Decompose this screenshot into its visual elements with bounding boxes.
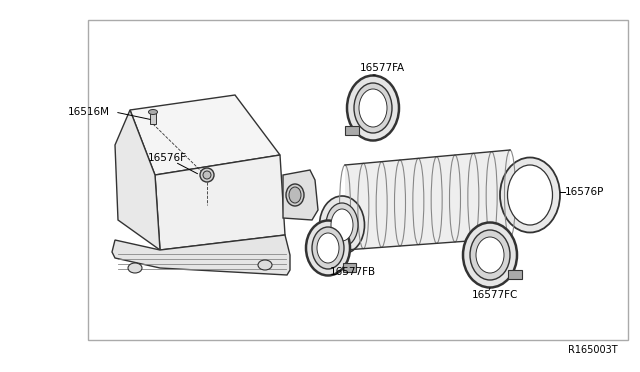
Ellipse shape bbox=[500, 157, 560, 232]
Ellipse shape bbox=[306, 221, 350, 276]
Ellipse shape bbox=[476, 237, 504, 273]
Ellipse shape bbox=[347, 76, 399, 141]
Ellipse shape bbox=[286, 184, 304, 206]
Ellipse shape bbox=[312, 227, 344, 269]
Ellipse shape bbox=[470, 230, 510, 280]
Ellipse shape bbox=[148, 109, 157, 115]
Text: 16576P: 16576P bbox=[565, 187, 604, 197]
Bar bbox=[345, 126, 359, 135]
Bar bbox=[88, 20, 628, 340]
Ellipse shape bbox=[128, 263, 142, 273]
Polygon shape bbox=[345, 150, 510, 250]
Ellipse shape bbox=[289, 187, 301, 203]
Ellipse shape bbox=[354, 83, 392, 133]
Text: 16577FC: 16577FC bbox=[472, 290, 518, 300]
Bar bbox=[343, 263, 356, 272]
Text: 16577FA: 16577FA bbox=[360, 63, 405, 73]
Ellipse shape bbox=[331, 209, 353, 241]
Ellipse shape bbox=[359, 89, 387, 127]
Text: 16516M: 16516M bbox=[68, 107, 110, 117]
Ellipse shape bbox=[463, 222, 517, 288]
Polygon shape bbox=[130, 95, 280, 175]
Ellipse shape bbox=[319, 196, 365, 254]
Ellipse shape bbox=[326, 203, 358, 247]
Text: 16576F: 16576F bbox=[148, 153, 187, 163]
Polygon shape bbox=[112, 235, 290, 275]
Text: 16577FB: 16577FB bbox=[330, 267, 376, 277]
Polygon shape bbox=[115, 110, 160, 250]
Ellipse shape bbox=[203, 171, 211, 179]
Bar bbox=[508, 270, 522, 279]
Polygon shape bbox=[283, 170, 318, 220]
Ellipse shape bbox=[258, 260, 272, 270]
Polygon shape bbox=[155, 155, 285, 250]
Ellipse shape bbox=[508, 165, 552, 225]
Ellipse shape bbox=[317, 233, 339, 263]
Bar bbox=[150, 112, 156, 124]
Text: R165003T: R165003T bbox=[568, 345, 618, 355]
Ellipse shape bbox=[200, 168, 214, 182]
